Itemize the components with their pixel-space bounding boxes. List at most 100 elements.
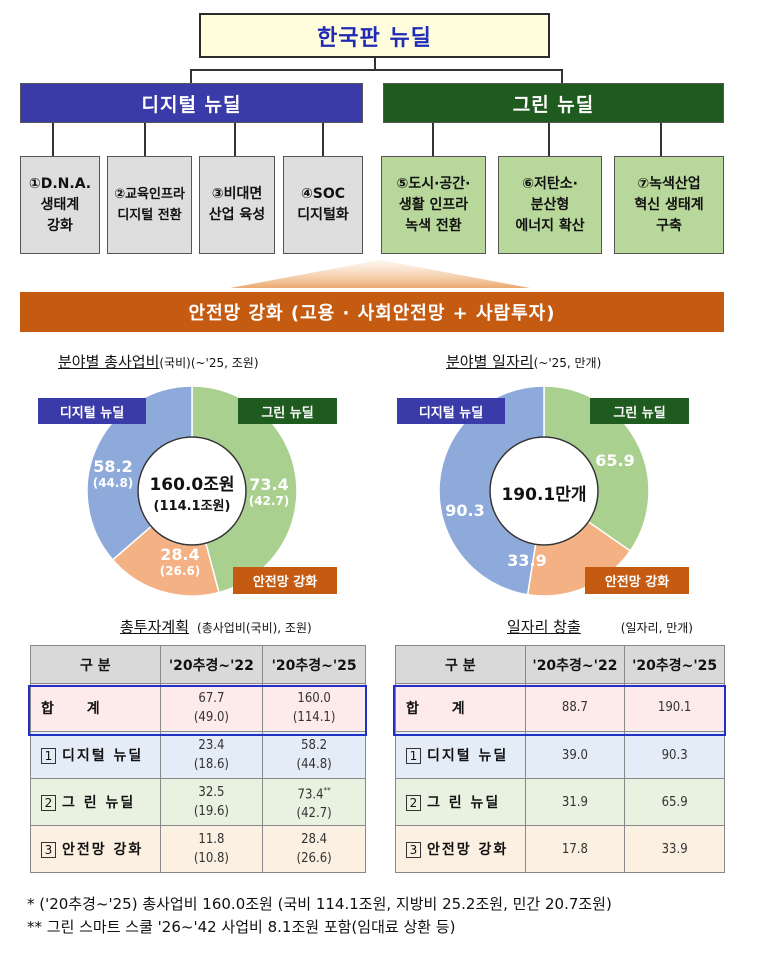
table-cell: 39.0 [524, 731, 626, 779]
chart1-center-sub: (114.1조원) [153, 499, 231, 514]
table-row: 합 계 67.7 (49.0) 160.0 (114.1) [30, 683, 366, 732]
table-cell: 33.9 [624, 825, 725, 873]
digital-item-education: ②교육인프라 디지털 전환 [107, 156, 192, 254]
row-label: 합 계 [30, 683, 161, 732]
table-cell: 23.4 (18.6) [159, 731, 264, 779]
top-title: 한국판 뉴딜 [199, 13, 550, 58]
chart1-green-value: 73.4 (42.7) [244, 476, 294, 510]
table-cell: 17.8 [524, 825, 626, 873]
connector-line [322, 123, 324, 156]
row-label: 1 디지털 뉴딜 [30, 731, 161, 779]
table-cell: 58.2 (44.8) [262, 731, 366, 779]
table-row: 3 안전망 강화 17.8 33.9 [395, 825, 725, 873]
chart2-digital-main: 90.3 [445, 501, 485, 520]
connector-line [52, 123, 54, 156]
connector-line [561, 69, 563, 83]
table-header: '20추경~'22 [524, 645, 626, 684]
chart1-green-sub: (42.7) [248, 494, 290, 508]
jobs-table-unit: (일자리, 만개) [620, 621, 693, 635]
investment-table-unit: (총사업비(국비), 조원) [197, 621, 312, 635]
connector-line [548, 123, 550, 156]
chart1-title: 분야별 총사업비(국비)(~'25, 조원) [58, 351, 259, 372]
table-cell: 88.7 [524, 683, 626, 732]
green-item-urban: ⑤도시·공간· 생활 인프라 녹색 전환 [381, 156, 486, 254]
jobs-table-title-text: 일자리 창출 [507, 618, 581, 636]
table-header: '20추경~'25 [262, 645, 366, 684]
chart1-green-main: 73.4 [249, 475, 289, 494]
table-cell: 31.9 [524, 778, 626, 826]
table-row: 1 디지털 뉴딜 39.0 90.3 [395, 731, 725, 779]
chart2-safety-value: 33.9 [502, 552, 552, 569]
chart2-title: 분야별 일자리(~'25, 만개) [446, 351, 601, 372]
budget-donut-chart [86, 385, 298, 597]
jobs-donut-chart [438, 385, 650, 597]
investment-table: 구 분 '20추경~'22 '20추경~'25 합 계 67.7 (49.0) 1… [30, 645, 366, 873]
investment-table-title: 총투자계획 (총사업비(국비), 조원) [120, 616, 312, 637]
table-cell: 190.1 [624, 683, 725, 732]
chart2-digital-value: 90.3 [440, 502, 490, 519]
donut1-center-hole [137, 436, 247, 546]
connector-line [234, 123, 236, 156]
table-cell: 32.5 (19.6) [159, 778, 264, 826]
chart2-center-total: 190.1만개 [501, 485, 587, 505]
footnote-1: * ('20추경~'25) 총사업비 160.0조원 (국비 114.1조원, … [27, 895, 612, 913]
connector-line [190, 69, 192, 83]
chart1-safety-tag: 안전망 강화 [233, 567, 337, 594]
footnote-2: ** 그린 스마트 스쿨 '26~'42 사업비 8.1조원 포함(임대료 상환… [27, 918, 456, 936]
chart1-safety-value: 28.4 (26.6) [155, 546, 205, 580]
chart1-digital-main: 58.2 [93, 457, 133, 476]
donut2-center-hole [489, 436, 599, 546]
chart2-green-tag: 그린 뉴딜 [590, 398, 689, 424]
chart1-digital-sub: (44.8) [92, 476, 134, 490]
chart1-digital-tag: 디지털 뉴딜 [38, 398, 146, 424]
table-cell: 28.4 (26.6) [262, 825, 366, 873]
digital-newdeal-header: 디지털 뉴딜 [20, 83, 363, 123]
chart1-safety-main: 28.4 [160, 545, 200, 564]
table-row: 합 계 88.7 190.1 [395, 683, 725, 732]
chart2-digital-tag: 디지털 뉴딜 [397, 398, 505, 424]
connector-line [660, 123, 662, 156]
chart1-center-total: 160.0조원 [149, 475, 235, 495]
table-header: '20추경~'25 [624, 645, 725, 684]
table-cell: 67.7 (49.0) [159, 683, 264, 732]
chart2-center: 190.1만개 [490, 480, 598, 505]
connector-line [190, 69, 562, 71]
table-header: 구 분 [30, 645, 161, 684]
row-label: 3 안전망 강화 [30, 825, 161, 873]
chart2-safety-tag: 안전망 강화 [585, 567, 689, 594]
jobs-table: 구 분 '20추경~'22 '20추경~'25 합 계 88.7 190.1 1… [395, 645, 725, 873]
row-label: 1 디지털 뉴딜 [395, 731, 526, 779]
connector-line [144, 123, 146, 156]
green-item-energy: ⑥저탄소· 분산형 에너지 확산 [498, 156, 602, 254]
chart1-green-tag: 그린 뉴딜 [238, 398, 337, 424]
table-row: 3 안전망 강화 11.8 (10.8) 28.4 (26.6) [30, 825, 366, 873]
row-label: 합 계 [395, 683, 526, 732]
chart2-title-unit: (~'25, 만개) [533, 356, 602, 370]
chart2-title-main: 분야별 일자리 [446, 353, 534, 371]
digital-item-soc: ④SOC 디지털화 [283, 156, 363, 254]
safety-net-banner: 안전망 강화 (고용 · 사회안전망 + 사람투자) [20, 292, 724, 332]
table-header: 구 분 [395, 645, 526, 684]
table-row: 1 디지털 뉴딜 23.4 (18.6) 58.2 (44.8) [30, 731, 366, 779]
table-header: '20추경~'22 [159, 645, 264, 684]
table-cell: 73.4** (42.7) [262, 778, 366, 826]
chart1-title-main: 분야별 총사업비 [58, 353, 160, 371]
table-cell: 65.9 [624, 778, 725, 826]
green-item-industry: ⑦녹색산업 혁신 생태계 구축 [614, 156, 724, 254]
connector-line [432, 123, 434, 156]
chart2-green-value: 65.9 [590, 452, 640, 469]
up-arrow-icon [230, 260, 530, 288]
connector-line [374, 58, 376, 70]
chart1-title-unit: (국비)(~'25, 조원) [159, 356, 259, 370]
table-cell: 11.8 (10.8) [159, 825, 264, 873]
chart1-safety-sub: (26.6) [159, 564, 201, 578]
table-cell: 160.0 (114.1) [262, 683, 366, 732]
chart1-center: 160.0조원 (114.1조원) [140, 470, 244, 514]
row-label: 3 안전망 강화 [395, 825, 526, 873]
jobs-table-title: 일자리 창출 (일자리, 만개) [507, 616, 693, 637]
digital-item-untact: ③비대면 산업 육성 [199, 156, 275, 254]
